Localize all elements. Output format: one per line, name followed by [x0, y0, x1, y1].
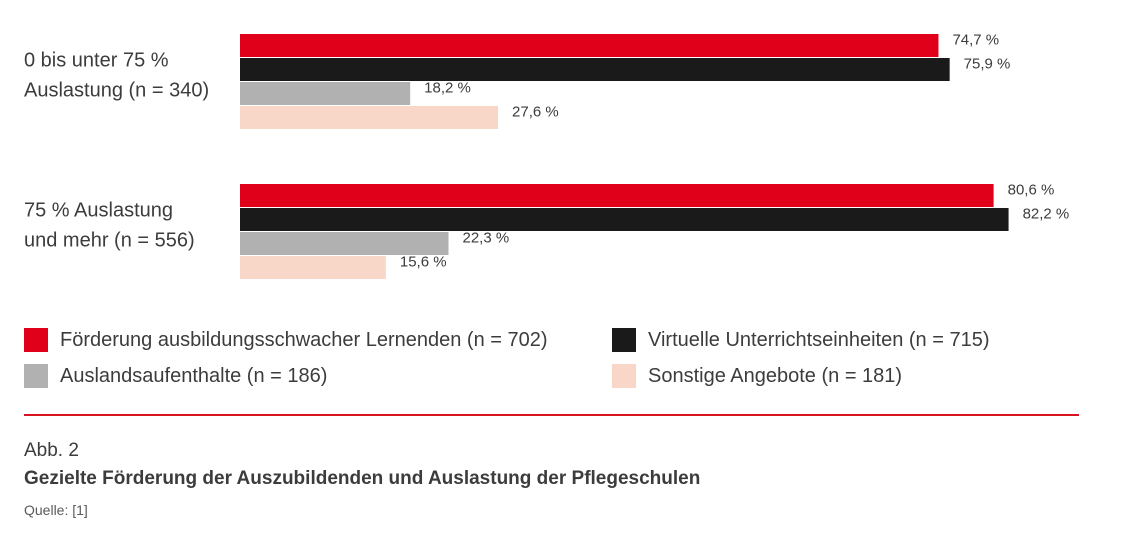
value-label: 80,6 %: [1008, 182, 1055, 199]
figure-number: Abb. 2: [24, 440, 79, 461]
legend-swatch-black: [612, 328, 636, 352]
bar: [240, 232, 449, 255]
legend-item-sonstige: Sonstige Angebote (n = 181): [612, 364, 902, 388]
bar: [240, 256, 386, 279]
value-label: 74,7 %: [952, 32, 999, 49]
legend-item-foerderung: Förderung ausbildungsschwacher Lernenden…: [24, 328, 548, 352]
value-label: 82,2 %: [1023, 206, 1070, 223]
value-label: 15,6 %: [400, 254, 447, 271]
legend-label: Sonstige Angebote (n = 181): [648, 364, 903, 387]
legend-swatch-peach: [612, 364, 636, 388]
category-label: 0 bis unter 75 %: [24, 50, 169, 72]
legend-label: Förderung ausbildungsschwacher Lernenden…: [60, 328, 548, 351]
bar: [240, 58, 950, 81]
bar: [240, 82, 411, 105]
legend-label: Auslandsaufenthalte (n = 186): [60, 364, 328, 387]
bar-chart: 0 bis unter 75 % Auslastung (n = 340) 74,7…: [24, 32, 1070, 279]
value-label: 18,2 %: [424, 80, 471, 97]
category-label: und mehr (n = 556): [24, 230, 195, 252]
bar: [240, 106, 499, 129]
value-label: 75,9 %: [964, 56, 1011, 73]
bar: [240, 208, 1009, 231]
figure-title: Gezielte Förderung der Auszubildenden un…: [24, 468, 701, 489]
divider-line: [24, 414, 1079, 416]
legend-swatch-gray: [24, 364, 48, 388]
category-label: 75 % Auslastung: [24, 200, 173, 222]
legend-swatch-red: [24, 328, 48, 352]
legend-item-ausland: Auslandsaufenthalte (n = 186): [24, 364, 327, 388]
category-label: Auslastung (n = 340): [24, 80, 209, 102]
legend-label: Virtuelle Unterrichtseinheiten (n = 715): [648, 328, 990, 351]
figure-source: Quelle: [1]: [24, 502, 88, 518]
legend-item-virtuell: Virtuelle Unterrichtseinheiten (n = 715): [612, 328, 989, 352]
value-label: 27,6 %: [512, 104, 559, 121]
bar: [240, 34, 939, 57]
value-label: 22,3 %: [463, 230, 510, 247]
bar: [240, 184, 994, 207]
